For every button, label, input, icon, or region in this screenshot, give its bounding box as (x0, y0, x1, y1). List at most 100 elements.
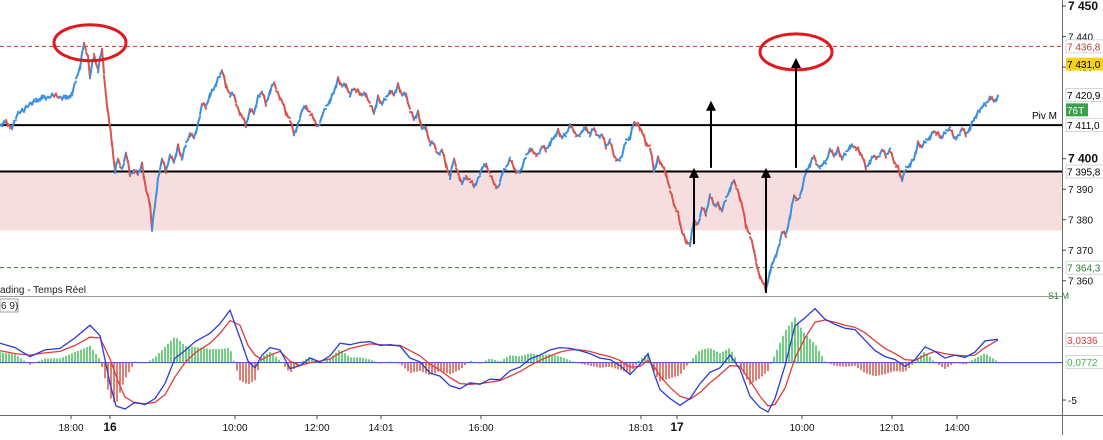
price-segment (552, 138, 554, 139)
price-segment (690, 230, 692, 246)
price-segment (234, 95, 236, 103)
price-segment (464, 178, 466, 179)
highlight-circle-0 (54, 25, 126, 61)
x-tick-label: 16 (103, 420, 117, 434)
price-segment (400, 90, 402, 95)
price-segment (406, 94, 408, 104)
price-segment (290, 121, 292, 124)
price-segment (168, 155, 170, 165)
price-segment (322, 110, 324, 117)
price-segment (14, 120, 16, 121)
price-segment (122, 164, 124, 169)
price-segment (562, 135, 564, 139)
price-segment (934, 131, 936, 133)
price-segment (20, 110, 22, 113)
price-segment (34, 101, 36, 102)
price-segment (522, 161, 524, 169)
price-segment (524, 158, 526, 160)
price-segment (724, 200, 726, 202)
price-segment (212, 90, 214, 91)
price-segment (256, 96, 258, 108)
price-tick-label: 7 400 (1068, 152, 1098, 166)
price-segment (996, 96, 998, 102)
price-segment (426, 127, 428, 137)
x-tick-label: 12:00 (304, 423, 329, 434)
price-segment (904, 170, 906, 172)
price-segment (352, 90, 354, 91)
price-segment (944, 132, 946, 133)
price-segment (258, 96, 260, 97)
price-price-tag: 76T (1067, 106, 1084, 117)
price-segment (890, 152, 892, 154)
price-tick-label: 7 450 (1068, 0, 1098, 13)
macd-lines-layer (0, 309, 998, 412)
price-price-tag: 7 436,8 (1067, 42, 1101, 53)
price-segment (582, 129, 584, 133)
price-segment (16, 113, 18, 118)
price-segment (104, 75, 106, 95)
price-segment (976, 111, 978, 118)
indicator-params: 6 9) (1, 301, 18, 312)
price-segment (314, 119, 316, 124)
price-segment (912, 160, 914, 161)
price-segment (486, 164, 488, 171)
price-segment (182, 150, 184, 160)
price-segment (534, 153, 536, 155)
price-segment (74, 81, 76, 84)
arrow-head-3 (706, 101, 716, 111)
price-segment (408, 103, 410, 108)
price-segment (514, 168, 516, 171)
price-segment (760, 276, 762, 281)
price-segment (478, 176, 480, 178)
price-segment (84, 43, 86, 51)
macd-line (0, 309, 998, 412)
price-tick-label: 7 370 (1068, 246, 1093, 257)
price-segment (622, 147, 624, 157)
x-tick-label: 18:00 (58, 423, 83, 434)
price-segment (864, 160, 866, 170)
price-segment (814, 156, 816, 162)
price-segment (248, 109, 250, 119)
x-tick-label: 14:00 (944, 423, 969, 434)
price-segment (504, 169, 506, 170)
price-segment (650, 149, 652, 157)
price-segment (108, 108, 110, 119)
price-price-tag: 7 431,0 (1067, 60, 1101, 71)
macd-histogram-layer (0, 318, 1062, 403)
price-segment (288, 117, 290, 118)
price-segment (574, 131, 576, 134)
x-tick-label: 14:01 (368, 423, 393, 434)
price-segment (648, 145, 650, 146)
price-segment (302, 107, 304, 111)
price-segment (384, 99, 386, 100)
price-segment (518, 172, 520, 173)
annotations-layer (54, 25, 832, 293)
price-segment (482, 165, 484, 169)
price-segment (348, 91, 350, 93)
price-segment (578, 135, 580, 136)
price-segment (684, 234, 686, 243)
price-segment (894, 162, 896, 165)
price-segment (118, 159, 120, 165)
price-segment (822, 162, 824, 166)
price-segment (454, 159, 456, 167)
price-segment (618, 160, 620, 161)
x-tick-label: 10:00 (789, 423, 814, 434)
price-segment (776, 248, 778, 257)
price-segment (298, 120, 300, 123)
price-segment (8, 124, 10, 126)
price-segment (854, 146, 856, 148)
price-segment (354, 88, 356, 90)
price-segment (842, 155, 844, 160)
price-tick-label: 7 360 (1068, 277, 1093, 288)
price-segment (360, 93, 362, 95)
price-segment (434, 143, 436, 149)
price-segment (922, 142, 924, 147)
price-tick-label: 7 390 (1068, 185, 1093, 196)
price-segment (982, 104, 984, 108)
price-segment (942, 133, 944, 138)
arrow-head-5 (791, 58, 801, 68)
